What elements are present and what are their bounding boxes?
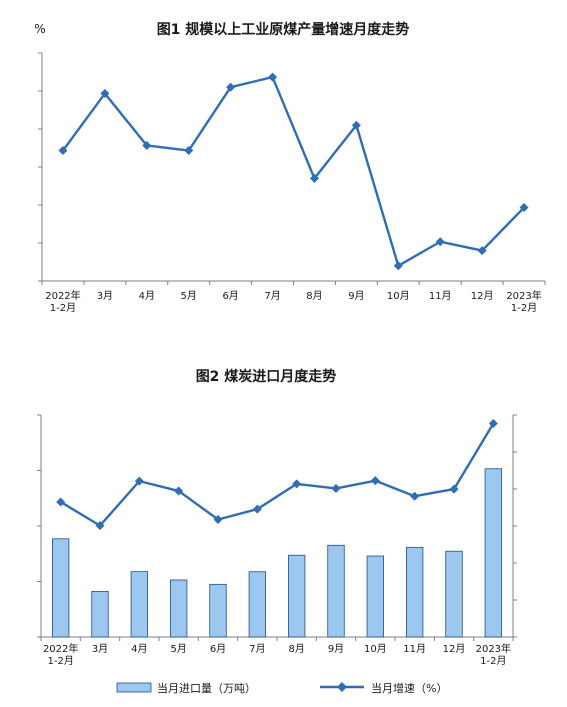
chart-1-x-tick-label: 11月 (429, 290, 452, 302)
chart-1-point-marker (142, 140, 152, 150)
chart-2-x-ticks: 2022年 1-2月 3月 4月 5月 6月 7月 8月 9月 10月 11月 12月 2023年 1-2… (40, 637, 514, 667)
chart-2-growth-line (60, 422, 495, 527)
chart-2-bar (484, 468, 502, 638)
chart-1-x-ticks: 2022年 1-2月 3月 4月 5月 6月 7月 8月 9月 10月 11月 12月 2023年 1-2… (41, 281, 546, 314)
chart-1-point-marker (100, 89, 110, 99)
chart-2-bars (52, 468, 502, 638)
chart-2-axes (40, 415, 514, 638)
chart-1-point-marker (309, 173, 319, 183)
chart-1-point-marker (268, 72, 278, 82)
chart-1-x-tick-label: 5月 (181, 290, 197, 302)
legend-line-label: 当月增速（%） (371, 681, 447, 695)
chart-1-point-marker (351, 120, 361, 130)
chart-2-x-tick-label: 4月 (131, 643, 147, 655)
chart-1-x-tick-label: 7月 (264, 290, 280, 302)
chart-2-x-tick-label: 3月 (92, 643, 108, 655)
chart-1-series-line (61, 75, 525, 267)
chart-2-point-marker (292, 479, 302, 489)
chart-2-x-tick-label: 8月 (288, 643, 304, 655)
chart-1-coal-output-growth: 图1 规模以上工业原煤产量增速月度走势 % 2022年 1-2月 3月 4月 5月 6月 7… (34, 21, 546, 314)
chart-2-legend: 当月进口量（万吨） 当月增速（%） (116, 681, 447, 695)
chart-2-x-tick-label: 5月 (170, 643, 186, 655)
chart-1-x-tick-label: 2022年 1-2月 (45, 289, 80, 314)
chart-2-x-tick-label: 2023年 1-2月 (476, 642, 511, 667)
chart-1-point-marker (58, 146, 68, 156)
chart-1-x-tick-label: 9月 (348, 290, 364, 302)
chart-2-bar (130, 571, 148, 638)
legend-bar-swatch (116, 682, 152, 693)
chart-2-markers (56, 419, 498, 531)
chart-2-point-marker (213, 515, 223, 525)
chart-1-x-tick-label: 12月 (471, 290, 494, 302)
chart-2-point-marker (488, 419, 498, 429)
chart-2-bar (209, 583, 227, 638)
chart-2-bar (288, 554, 306, 638)
chart-1-point-marker (184, 146, 194, 156)
legend-bar-label: 当月进口量（万吨） (157, 681, 256, 695)
chart-2-x-tick-label: 2022年 1-2月 (43, 642, 78, 667)
chart-2-point-marker (410, 491, 420, 501)
chart-2-x-tick-label: 6月 (210, 643, 226, 655)
chart-1-point-marker (435, 237, 445, 247)
chart-1-title: 图1 规模以上工业原煤产量增速月度走势 (157, 21, 410, 38)
chart-2-bar (91, 591, 109, 638)
chart-1-x-tick-label: 3月 (97, 290, 113, 302)
chart-2-coal-imports: 图2 煤炭进口月度走势 2022年 1-2月 3月 4月 5月 6月 7月 8月 9月 10月 11… (37, 368, 517, 695)
chart-1-x-tick-label: 6月 (222, 290, 238, 302)
chart-1-y-ticks (38, 52, 42, 282)
chart-2-bar (406, 546, 424, 638)
chart-2-bar (445, 550, 463, 638)
chart-2-bar (366, 555, 384, 638)
chart-2-point-marker (56, 497, 66, 507)
chart-2-x-tick-label: 7月 (249, 643, 265, 655)
chart-2-x-tick-label: 10月 (364, 643, 387, 655)
chart-2-bar (52, 538, 70, 638)
chart-2-x-tick-label: 12月 (443, 643, 466, 655)
chart-2-point-marker (174, 486, 184, 496)
chart-2-x-tick-label: 9月 (328, 643, 344, 655)
chart-2-bar (170, 579, 188, 638)
chart-1-point-marker (519, 203, 529, 213)
chart-2-point-marker (449, 484, 459, 494)
chart-1-point-marker (393, 261, 403, 271)
chart-1-x-tick-label: 2023年 1-2月 (506, 289, 541, 314)
chart-1-y-axis-unit: % (34, 22, 45, 36)
chart-1-x-tick-label: 4月 (139, 290, 155, 302)
chart-2-bar (327, 544, 345, 638)
chart-2-point-marker (252, 504, 262, 514)
chart-1-point-marker (477, 246, 487, 256)
chart-2-x-tick-label: 11月 (403, 643, 426, 655)
chart-1-markers (58, 72, 529, 271)
chart-2-point-marker (331, 483, 341, 493)
chart-2-left-y-ticks (37, 414, 41, 638)
chart-2-point-marker (95, 521, 105, 531)
chart-2-bar (248, 571, 266, 638)
chart-1-point-marker (226, 82, 236, 92)
chart-2-right-y-ticks (513, 414, 517, 638)
chart-2-point-marker (370, 476, 380, 486)
chart-2-point-marker (134, 476, 144, 486)
chart-1-x-tick-label: 10月 (387, 290, 410, 302)
chart-2-title: 图2 煤炭进口月度走势 (196, 368, 337, 385)
chart-1-x-tick-label: 8月 (306, 290, 322, 302)
legend-line-marker (337, 682, 347, 692)
